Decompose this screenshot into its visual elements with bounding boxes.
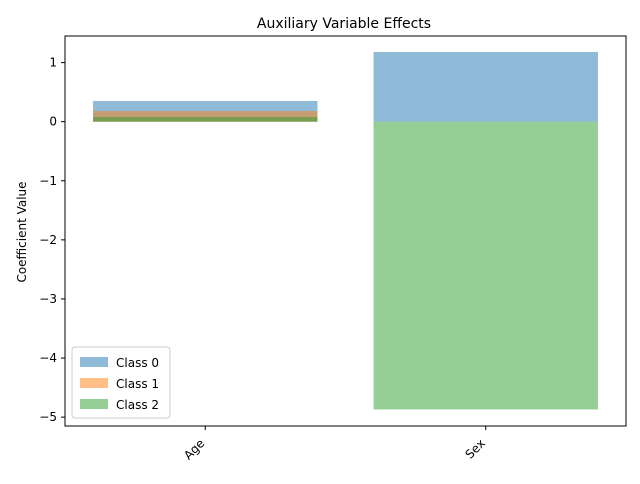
y-tick-label: −2 <box>39 233 57 247</box>
y-tick-label: −4 <box>39 351 57 365</box>
y-tick-label: 1 <box>49 56 57 70</box>
x-tick-label-age: Age <box>181 436 207 462</box>
bar-class-2-sex <box>373 121 598 410</box>
y-tick-label: −1 <box>39 174 57 188</box>
bar-class-2-age <box>93 116 318 122</box>
y-tick-label: −5 <box>39 410 57 424</box>
bars-layer <box>93 51 598 410</box>
y-tick-label: −3 <box>39 292 57 306</box>
x-tick-label-sex: Sex <box>462 436 487 461</box>
bar-class-0-sex <box>373 51 598 122</box>
legend: Class 0 Class 1 Class 2 <box>71 346 171 419</box>
legend-label-class-2: Class 2 <box>116 398 159 412</box>
legend-swatch-class-0 <box>80 357 108 367</box>
legend-label-class-1: Class 1 <box>116 377 159 391</box>
legend-label-class-0: Class 0 <box>116 356 159 370</box>
y-tick-label: 0 <box>49 115 57 129</box>
bar-class-1-age <box>93 111 318 122</box>
plot-frame <box>64 35 627 427</box>
y-axis-label: Coefficient Value <box>15 181 29 282</box>
legend-swatch-class-2 <box>80 399 108 409</box>
chart-title: Auxiliary Variable Effects <box>257 16 431 32</box>
legend-swatch-class-1 <box>80 378 108 388</box>
